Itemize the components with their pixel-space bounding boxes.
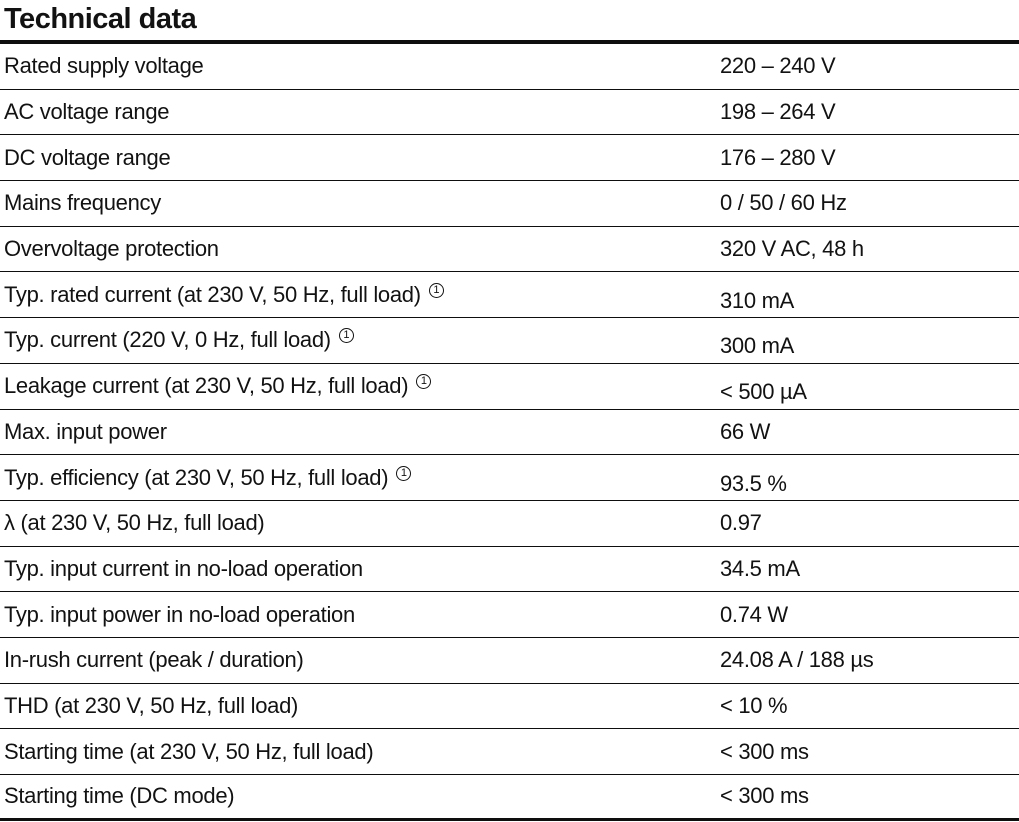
row-label: Rated supply voltage	[4, 53, 204, 79]
row-value: < 300 ms	[720, 738, 809, 764]
row-value: 34.5 mA	[720, 555, 800, 581]
row-value: 198 – 264 V	[720, 99, 836, 125]
table-row: DC voltage range 176 – 280 V	[0, 135, 1019, 182]
table-row: THD (at 230 V, 50 Hz, full load) < 10 %	[0, 684, 1019, 730]
table-row: Typ. input power in no-load operation 0.…	[0, 592, 1019, 638]
page-title: Technical data	[0, 0, 1019, 44]
row-label: In-rush current (peak / duration)	[4, 647, 304, 673]
row-label: λ (at 230 V, 50 Hz, full load)	[4, 510, 265, 536]
table-row: Max. input power 66 W	[0, 410, 1019, 456]
row-label: Starting time (at 230 V, 50 Hz, full loa…	[4, 738, 374, 764]
row-label: Typ. rated current (at 230 V, 50 Hz, ful…	[0, 282, 720, 308]
technical-data-table: Rated supply voltage 220 – 240 V AC volt…	[0, 44, 1019, 821]
row-value: < 300 ms	[720, 783, 809, 809]
row-label: DC voltage range	[4, 144, 171, 170]
row-value: 0.97	[720, 510, 762, 536]
table-row: In-rush current (peak / duration) 24.08 …	[0, 638, 1019, 684]
row-value: 66 W	[720, 418, 771, 444]
row-label: AC voltage range	[4, 99, 170, 125]
row-value: 176 – 280 V	[720, 144, 836, 170]
table-row: λ (at 230 V, 50 Hz, full load) 0.97	[0, 501, 1019, 547]
row-value: 310 mA	[720, 287, 795, 313]
row-label: Overvoltage protection	[4, 236, 219, 262]
row-label: THD (at 230 V, 50 Hz, full load)	[4, 692, 299, 718]
row-label: Mains frequency	[4, 190, 161, 216]
row-label: Typ. input power in no-load operation	[4, 601, 355, 627]
footnote-marker: 1	[428, 282, 444, 298]
row-label: Max. input power	[4, 418, 167, 444]
table-row: Typ. current (220 V, 0 Hz, full load) 1 3…	[0, 318, 1019, 364]
row-value: 0.74 W	[720, 601, 788, 627]
row-label: Starting time (DC mode)	[4, 783, 235, 809]
footnote-marker: 1	[396, 465, 412, 481]
table-row: Mains frequency 0 / 50 / 60 Hz	[0, 181, 1019, 227]
table-row: Leakage current (at 230 V, 50 Hz, full l…	[0, 364, 1019, 410]
row-label: Typ. input current in no-load operation	[4, 555, 363, 581]
row-label: Typ. current (220 V, 0 Hz, full load) 1	[0, 327, 720, 353]
row-label: Leakage current (at 230 V, 50 Hz, full l…	[0, 373, 720, 399]
footnote-marker: 1	[416, 374, 432, 390]
row-value: 93.5 %	[720, 470, 787, 496]
row-label: Typ. efficiency (at 230 V, 50 Hz, full l…	[0, 465, 720, 491]
row-value: 220 – 240 V	[720, 53, 836, 79]
footnote-marker: 1	[338, 328, 354, 344]
table-row: Typ. efficiency (at 230 V, 50 Hz, full l…	[0, 455, 1019, 501]
table-row: Starting time (DC mode) < 300 ms	[0, 775, 1019, 821]
row-value: 320 V AC, 48 h	[720, 236, 864, 262]
table-row: AC voltage range 198 – 264 V	[0, 90, 1019, 136]
row-value: 24.08 A / 188 µs	[720, 647, 874, 673]
row-value: < 500 µA	[720, 379, 807, 405]
row-value: 0 / 50 / 60 Hz	[720, 190, 847, 216]
table-row: Overvoltage protection 320 V AC, 48 h	[0, 227, 1019, 273]
row-value: < 10 %	[720, 692, 788, 718]
table-row: Typ. input current in no-load operation …	[0, 547, 1019, 593]
table-row: Typ. rated current (at 230 V, 50 Hz, ful…	[0, 272, 1019, 319]
table-row: Starting time (at 230 V, 50 Hz, full loa…	[0, 729, 1019, 775]
table-row: Rated supply voltage 220 – 240 V	[0, 44, 1019, 90]
row-value: 300 mA	[720, 333, 795, 359]
